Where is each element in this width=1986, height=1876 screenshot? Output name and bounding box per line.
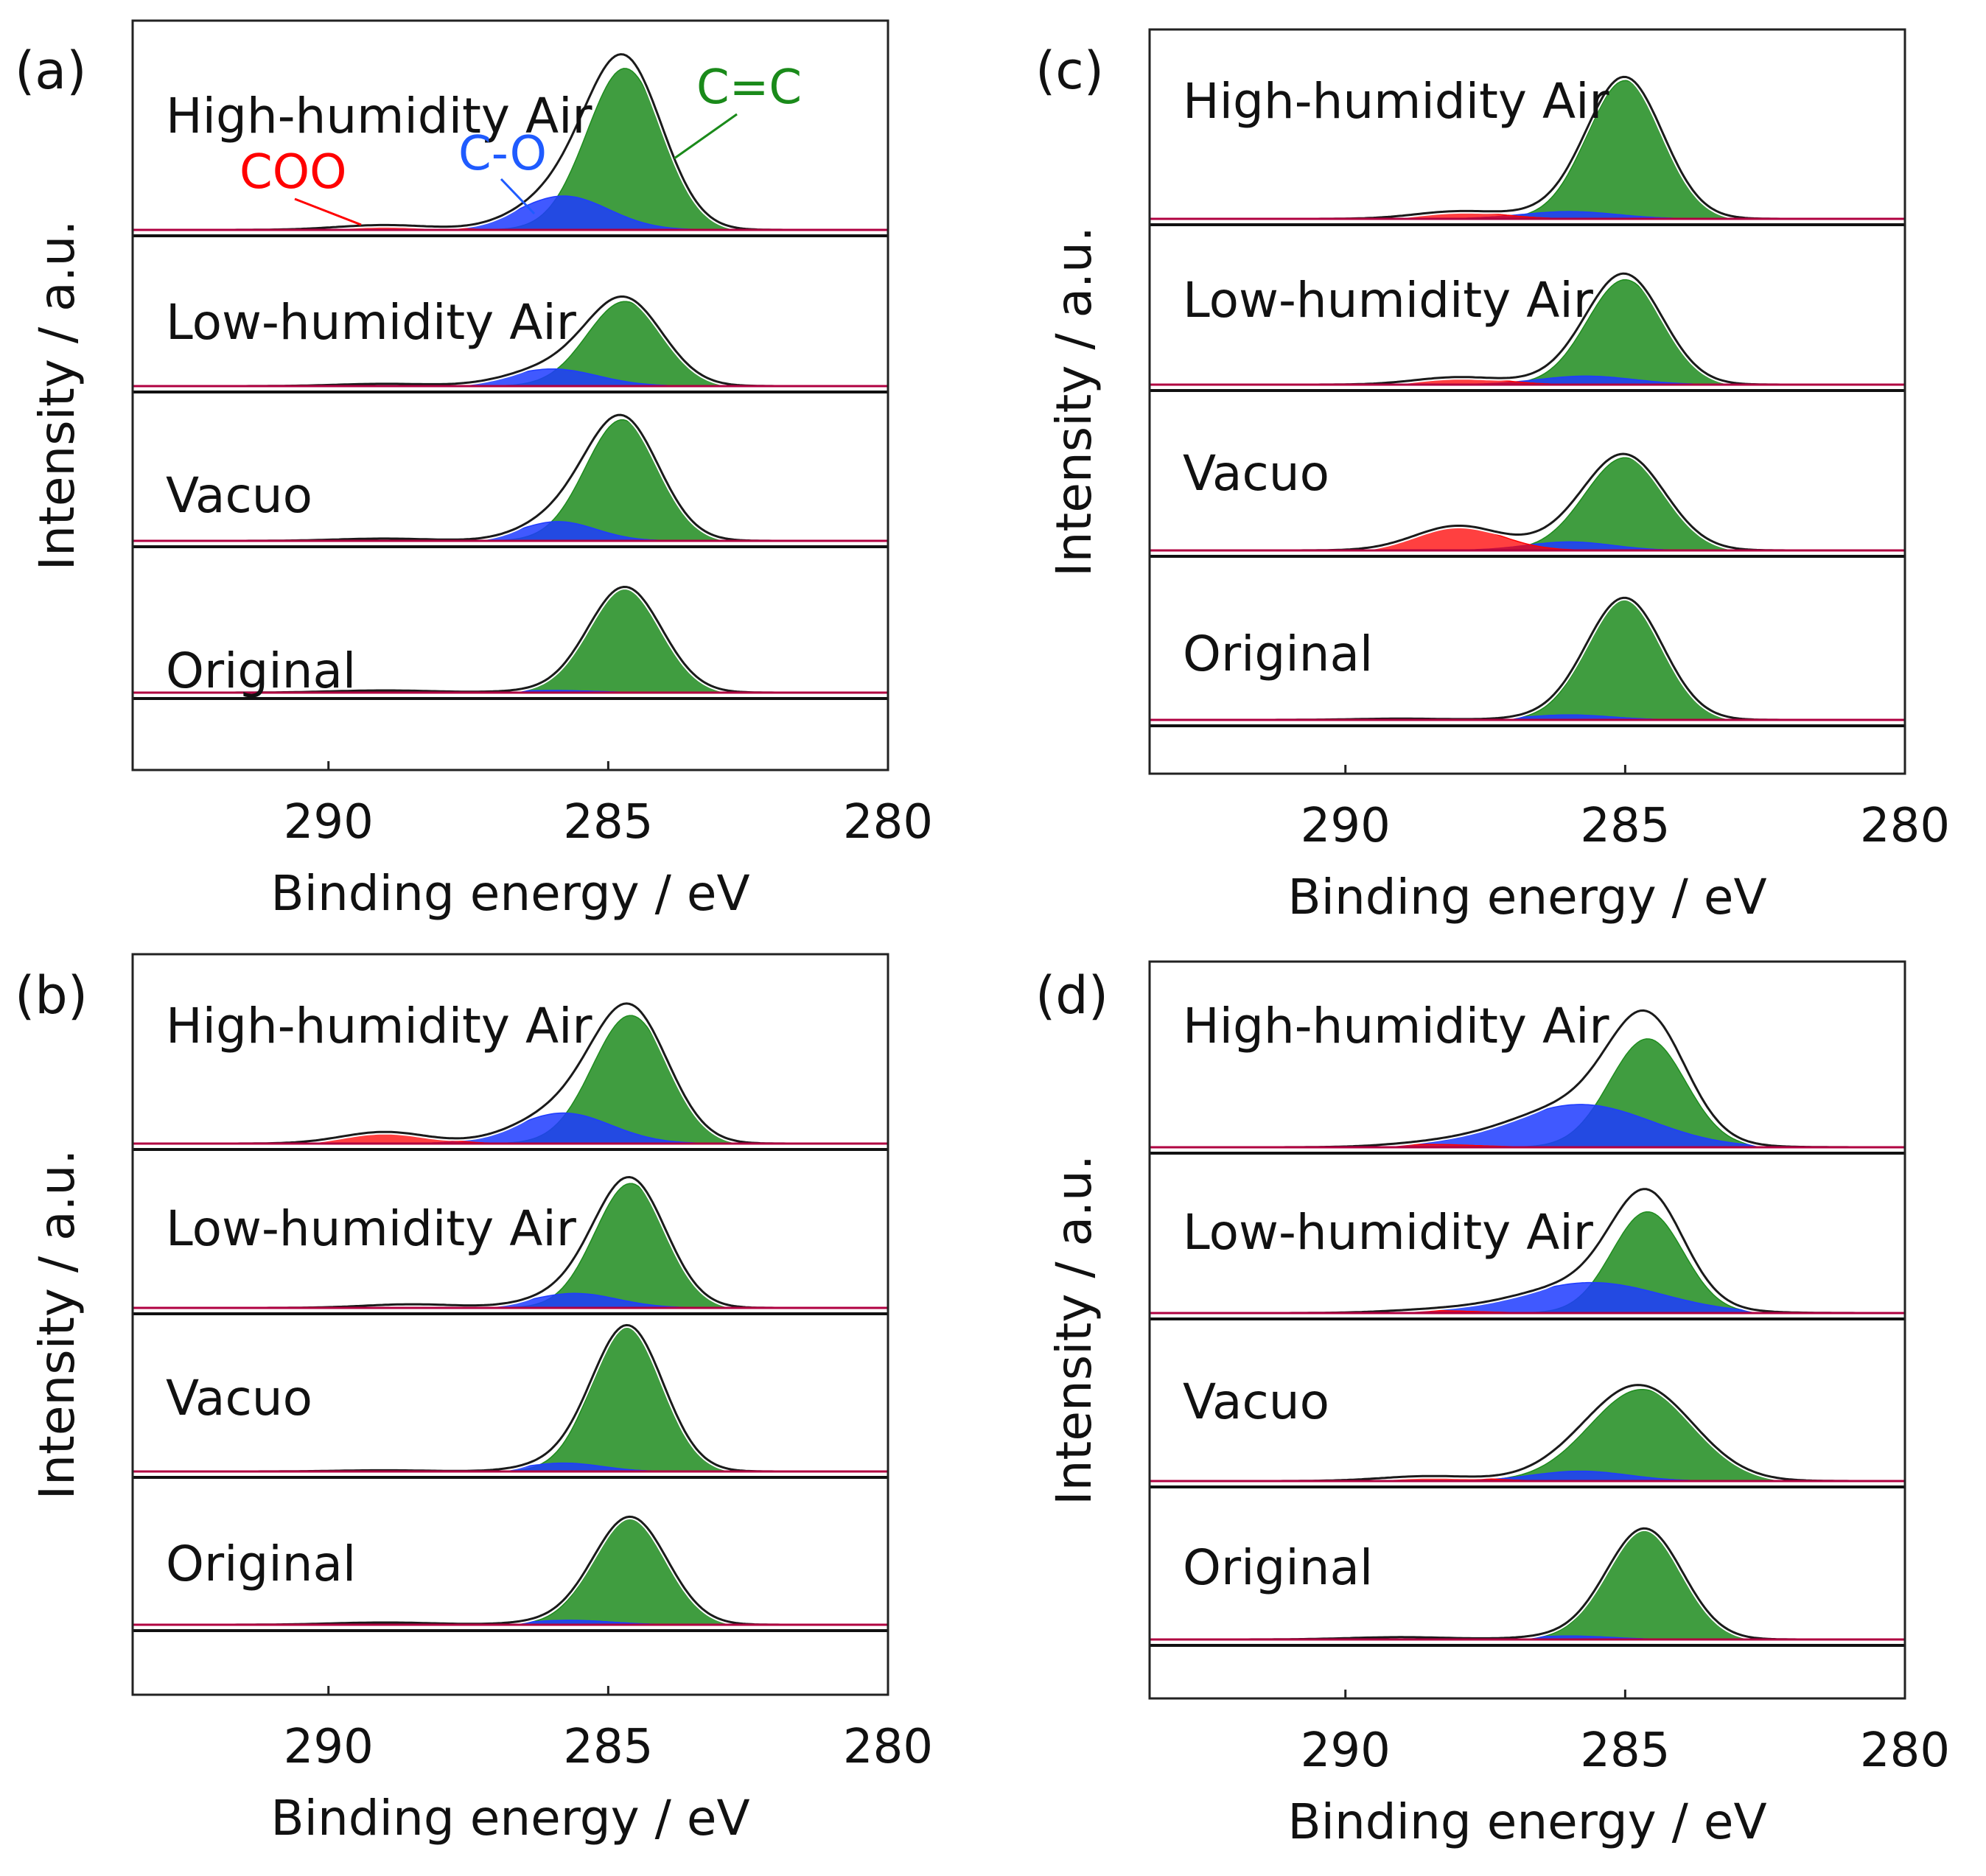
x-tick-label: 285 xyxy=(1580,1723,1670,1778)
plot-frame xyxy=(131,19,889,771)
spectrum-vacuo: Vacuo xyxy=(133,412,888,544)
plot-frame xyxy=(1148,28,1906,775)
spectrum-label: Vacuo xyxy=(166,1370,312,1427)
x-tick-label: 280 xyxy=(1860,1723,1950,1778)
spectrum-label: Low-humidity Air xyxy=(1183,272,1594,329)
y-axis-label: Intensity / a.u. xyxy=(29,220,85,571)
spectrum-label: High-humidity Air xyxy=(1183,998,1609,1054)
x-axis-label: Binding energy / eV xyxy=(1287,1793,1766,1850)
component-annotation-ceqc: C=C xyxy=(674,60,802,160)
panel-label: (b) xyxy=(15,965,88,1026)
x-tick-label: 290 xyxy=(1301,799,1391,853)
panel-label: (d) xyxy=(1035,965,1108,1026)
spectrum-label: Original xyxy=(166,1536,356,1592)
spectrum-label: Vacuo xyxy=(1183,1373,1329,1430)
x-axis-label: Binding energy / eV xyxy=(270,1790,749,1847)
spectrum-low-humidity-air: Low-humidity Air xyxy=(1150,270,1905,388)
spectrum-original: Original xyxy=(133,1513,888,1628)
y-axis-label: Intensity / a.u. xyxy=(1046,226,1102,577)
component-annotation-co: C-O xyxy=(458,127,547,215)
spectrum-label: Original xyxy=(1183,1539,1373,1596)
spectrum-original: Original xyxy=(1150,1525,1905,1642)
spectrum-low-humidity-air: Low-humidity Air xyxy=(133,294,888,389)
x-tick-label: 280 xyxy=(843,1720,933,1774)
spectrum-label: Low-humidity Air xyxy=(1183,1204,1594,1261)
annotation-leader xyxy=(674,113,738,160)
x-tick-label: 285 xyxy=(563,795,653,850)
panel-c: High-humidity Air Low-humidity Air Vacuo Or… xyxy=(1035,28,1950,925)
x-tick-label: 280 xyxy=(843,795,933,850)
component-annotation-coo: COO xyxy=(239,145,362,226)
annotation-text: C-O xyxy=(458,127,547,181)
panel-a: High-humidity Air Low-humidity Air Vacuo Or… xyxy=(15,19,933,922)
spectrum-high-humidity-air: High-humidity Air xyxy=(133,998,888,1147)
spectrum-vacuo: Vacuo xyxy=(133,1322,888,1474)
spectrum-vacuo: Vacuo xyxy=(1150,445,1905,553)
annotation-text: C=C xyxy=(696,60,802,115)
x-tick-label: 290 xyxy=(284,1720,374,1774)
x-tick-label: 280 xyxy=(1860,799,1950,853)
spectrum-high-humidity-air: High-humidity Air xyxy=(1150,998,1905,1150)
spectrum-label: Low-humidity Air xyxy=(166,1200,577,1257)
annotation-leader xyxy=(294,197,362,226)
x-tick-label: 285 xyxy=(563,1720,653,1774)
spectrum-high-humidity-air: High-humidity Air xyxy=(1150,73,1905,222)
x-tick-label: 290 xyxy=(284,795,374,850)
x-tick-label: 285 xyxy=(1580,799,1670,853)
spectrum-label: Original xyxy=(166,643,356,699)
spectrum-label: Original xyxy=(1183,626,1373,682)
x-axis-label: Binding energy / eV xyxy=(1287,869,1766,925)
spectrum-low-humidity-air: Low-humidity Air xyxy=(1150,1186,1905,1316)
annotation-leader xyxy=(500,178,536,215)
panel-label: (c) xyxy=(1035,41,1104,101)
spectrum-label: Vacuo xyxy=(1183,445,1329,502)
spectrum-label: High-humidity Air xyxy=(1183,73,1609,130)
spectrum-low-humidity-air: Low-humidity Air xyxy=(133,1174,888,1311)
spectrum-label: Vacuo xyxy=(166,467,312,524)
annotation-text: COO xyxy=(239,145,346,200)
y-axis-label: Intensity / a.u. xyxy=(1046,1155,1102,1505)
spectrum-original: Original xyxy=(1150,595,1905,723)
x-axis-label: Binding energy / eV xyxy=(270,865,749,922)
spectrum-label: High-humidity Air xyxy=(166,88,592,144)
panel-label: (a) xyxy=(15,41,87,101)
spectrum-label: High-humidity Air xyxy=(166,998,592,1054)
spectrum-vacuo: Vacuo xyxy=(1150,1373,1905,1484)
spectrum-high-humidity-air: High-humidity Air xyxy=(133,52,888,233)
plot-frame xyxy=(1148,960,1906,1700)
y-axis-label: Intensity / a.u. xyxy=(29,1149,85,1500)
panel-d: High-humidity Air Low-humidity Air Vacuo Or… xyxy=(1035,960,1950,1850)
panel-b: High-humidity Air Low-humidity Air Vacuo Or… xyxy=(15,953,933,1847)
spectrum-label: Low-humidity Air xyxy=(166,294,577,351)
x-tick-label: 290 xyxy=(1301,1723,1391,1778)
spectrum-original: Original xyxy=(133,584,888,699)
plot-frame xyxy=(131,953,889,1696)
